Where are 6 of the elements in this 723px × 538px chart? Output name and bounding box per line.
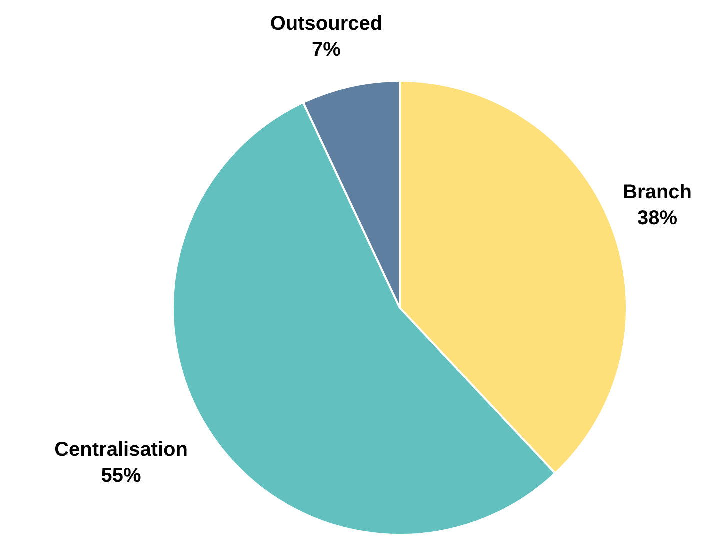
slice-label: Outsourced: [270, 13, 383, 36]
data-label: 55%: [101, 465, 142, 488]
data-label: 7%: [312, 39, 342, 62]
data-label: 38%: [638, 208, 678, 230]
slice-label: Centralisation: [54, 439, 188, 462]
slice-label: Branch: [623, 182, 692, 204]
